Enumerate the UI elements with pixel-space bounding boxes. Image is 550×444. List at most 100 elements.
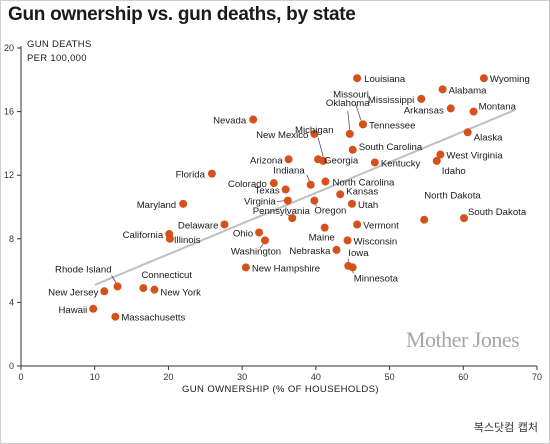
point-wyoming bbox=[479, 74, 488, 83]
y-axis-label: GUN DEATHS PER 100,000 bbox=[27, 38, 92, 66]
label-wyoming: Wyoming bbox=[490, 74, 530, 85]
point-oklahoma bbox=[345, 129, 354, 138]
point-delaware bbox=[220, 220, 229, 229]
x-tick-label: 0 bbox=[18, 372, 23, 382]
label-west-virginia: West Virginia bbox=[446, 151, 503, 162]
label-missouri: Missouri bbox=[333, 89, 369, 100]
point-florida bbox=[207, 169, 216, 178]
label-washington: Washington bbox=[231, 246, 281, 257]
label-pennsylvania: Pennsylvania bbox=[253, 206, 311, 217]
label-kentucky: Kentucky bbox=[381, 158, 421, 169]
point-north-dakota bbox=[420, 215, 429, 224]
x-tick-label: 20 bbox=[163, 372, 173, 382]
label-oregon: Oregon bbox=[314, 206, 346, 217]
label-south-dakota: South Dakota bbox=[468, 207, 527, 218]
label-alaska: Alaska bbox=[474, 132, 503, 143]
point-hawaii bbox=[89, 304, 98, 313]
label-maine: Maine bbox=[309, 233, 335, 244]
label-nevada: Nevada bbox=[213, 116, 247, 127]
point-washington bbox=[260, 236, 269, 245]
label-california: California bbox=[123, 230, 164, 241]
label-arkansas: Arkansas bbox=[404, 105, 444, 116]
chart-title: Gun ownership vs. gun deaths, by state bbox=[8, 4, 356, 25]
y-tick-label: 0 bbox=[9, 361, 14, 371]
y-tick-label: 8 bbox=[9, 234, 14, 244]
point-ohio bbox=[255, 228, 264, 237]
leader-minnesota bbox=[352, 271, 355, 274]
leader-michigan bbox=[317, 137, 324, 157]
label-virginia: Virginia bbox=[244, 197, 276, 208]
label-georgia: Georgia bbox=[324, 155, 359, 166]
label-utah: Utah bbox=[358, 200, 378, 211]
label-iowa: Iowa bbox=[348, 248, 369, 259]
point-tennessee bbox=[359, 120, 368, 129]
x-tick-label: 40 bbox=[311, 372, 321, 382]
point-new-mexico bbox=[310, 129, 319, 138]
leader-rhode-island bbox=[111, 275, 117, 284]
x-axis-label: GUN OWNERSHIP (% OF HOUSEHOLDS) bbox=[182, 384, 379, 395]
label-massachusetts: Massachusetts bbox=[121, 313, 185, 324]
point-texas bbox=[281, 185, 290, 194]
label-vermont: Vermont bbox=[363, 220, 399, 231]
y-axis-label-line1: GUN DEATHS bbox=[27, 39, 92, 50]
leader-washington bbox=[259, 244, 264, 249]
point-utah bbox=[347, 199, 356, 208]
label-hawaii: Hawaii bbox=[58, 305, 87, 316]
y-tick-label: 4 bbox=[9, 297, 14, 307]
axes: 0 10 20 30 40 50 60 70 0 4 8 12 16 20 bbox=[4, 43, 542, 382]
label-indiana: Indiana bbox=[273, 166, 305, 177]
point-oregon bbox=[310, 196, 319, 205]
leader-lines bbox=[111, 102, 362, 284]
point-new-york bbox=[150, 285, 159, 294]
label-colorado: Colorado bbox=[228, 179, 267, 190]
label-north-dakota: North Dakota bbox=[424, 191, 481, 202]
label-kansas: Kansas bbox=[346, 186, 378, 197]
image-caption: 복스닷컴 캡처 bbox=[473, 421, 538, 434]
leader-indiana bbox=[306, 174, 311, 182]
x-tick-label: 60 bbox=[458, 372, 468, 382]
point-colorado bbox=[269, 179, 278, 188]
point-nevada bbox=[249, 115, 258, 124]
point-vermont bbox=[353, 220, 362, 229]
leader-virginia bbox=[276, 200, 285, 203]
point-west-virginia bbox=[436, 150, 445, 159]
label-idaho: Idaho bbox=[442, 166, 466, 177]
point-new-jersey bbox=[100, 287, 109, 296]
point-georgia bbox=[314, 155, 323, 164]
point-rhode-island bbox=[113, 282, 122, 291]
y-tick-label: 16 bbox=[4, 107, 14, 117]
x-tick-label: 10 bbox=[90, 372, 100, 382]
label-louisiana: Louisiana bbox=[364, 74, 406, 85]
point-maryland bbox=[179, 199, 188, 208]
x-tick-label: 70 bbox=[532, 372, 542, 382]
point-minnesota bbox=[348, 263, 357, 272]
label-connecticut: Connecticut bbox=[141, 270, 192, 281]
label-alabama: Alabama bbox=[449, 85, 488, 96]
trendline bbox=[94, 109, 516, 286]
point-maine bbox=[320, 223, 329, 232]
trendline-group bbox=[94, 109, 516, 286]
label-new-hampshire: New Hampshire bbox=[252, 263, 320, 274]
point-alaska bbox=[463, 128, 472, 137]
point-arkansas bbox=[446, 104, 455, 113]
label-delaware: Delaware bbox=[178, 220, 219, 231]
label-oklahoma: Oklahoma bbox=[326, 98, 370, 109]
point-montana bbox=[469, 107, 478, 116]
label-tennessee: Tennessee bbox=[369, 120, 415, 131]
point-louisiana bbox=[353, 74, 362, 83]
label-illinois: Illinois bbox=[174, 235, 201, 246]
point-nebraska bbox=[332, 245, 341, 254]
point-virginia bbox=[283, 196, 292, 205]
point-kansas bbox=[336, 190, 345, 199]
y-tick-label: 20 bbox=[4, 43, 14, 53]
leader-oklahoma bbox=[347, 110, 351, 130]
label-nebraska: Nebraska bbox=[289, 246, 331, 257]
point-massachusetts bbox=[111, 312, 120, 321]
data-points bbox=[89, 74, 488, 321]
label-arizona: Arizona bbox=[250, 155, 283, 166]
label-new-york: New York bbox=[160, 288, 201, 299]
x-tick-label: 30 bbox=[237, 372, 247, 382]
